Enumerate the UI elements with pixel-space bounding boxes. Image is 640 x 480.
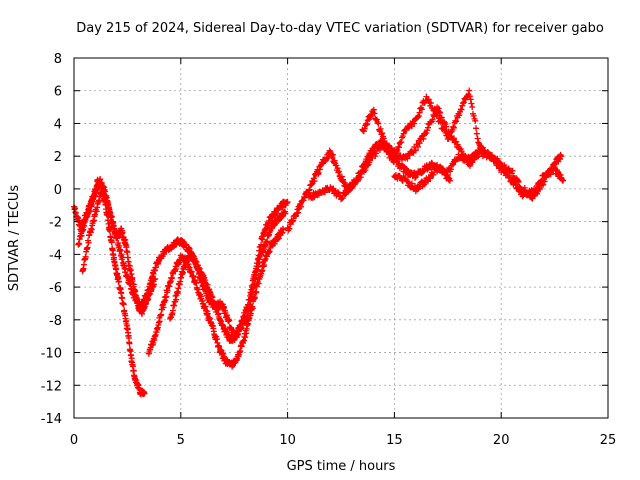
y-tick-label: -2 <box>49 216 62 231</box>
y-tick-label: 4 <box>54 117 62 132</box>
series-markers <box>167 208 289 339</box>
y-tick-label: 6 <box>54 85 62 100</box>
axis-ticks <box>73 57 609 419</box>
series-track-e <box>167 208 289 339</box>
x-tick-label: 25 <box>600 433 617 448</box>
x-tick-label: 0 <box>70 433 78 448</box>
series-track-d <box>145 225 287 370</box>
series-track-i <box>391 147 567 200</box>
x-tick-label: 5 <box>177 433 185 448</box>
x-tick-label: 10 <box>279 433 296 448</box>
series-markers <box>145 225 287 370</box>
x-tick-label: 15 <box>386 433 403 448</box>
y-axis-label: SDTVAR / TECUs <box>7 185 22 292</box>
data-series <box>71 87 567 398</box>
grid <box>74 58 608 418</box>
y-tick-label: -12 <box>41 379 62 394</box>
y-tick-label: 0 <box>54 183 62 198</box>
series-track-f <box>284 137 453 234</box>
y-tick-label: -4 <box>49 248 62 263</box>
y-tick-label: 2 <box>54 150 62 165</box>
y-tick-label: -6 <box>49 281 62 296</box>
x-tick-labels: 0 5 10 15 20 25 <box>70 433 616 448</box>
series-track-h <box>359 87 564 202</box>
y-tick-labels: -14 -12 -10 -8 -6 -4 -2 0 2 4 6 8 <box>41 52 62 427</box>
x-tick-label: 20 <box>493 433 510 448</box>
x-axis-label: GPS time / hours <box>287 459 396 474</box>
series-markers <box>359 87 564 202</box>
y-tick-label: 8 <box>54 52 62 67</box>
y-tick-label: -8 <box>49 314 62 329</box>
plot-frame <box>73 57 609 419</box>
y-tick-label: -14 <box>41 412 62 427</box>
chart-title: Day 215 of 2024, Sidereal Day-to-day VTE… <box>76 21 604 36</box>
y-tick-label: -10 <box>41 347 62 362</box>
series-markers <box>391 147 567 200</box>
series-markers <box>284 137 453 234</box>
